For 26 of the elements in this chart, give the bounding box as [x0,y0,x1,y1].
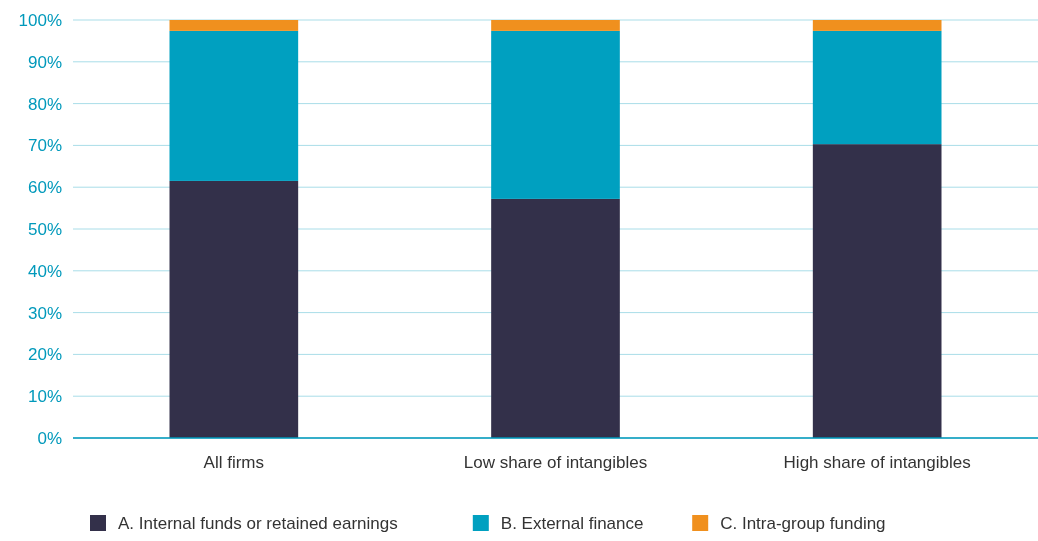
bar [812,30,942,145]
bar [812,20,942,31]
y-tick-label: 0% [37,428,62,448]
y-tick-label: 10% [27,387,62,407]
bar [169,180,299,438]
y-tick-label: 100% [18,10,62,30]
y-tick-label: 30% [27,303,62,323]
bar [491,20,620,31]
legend-label: B. External finance [500,514,644,533]
y-tick-label: 60% [27,178,62,198]
y-tick-label: 80% [27,94,62,114]
bar [491,30,620,199]
y-tick-label: 20% [27,345,62,365]
bar [169,30,299,181]
x-tick-label: Low share of intangibles [463,453,648,472]
bar [491,198,620,438]
legend-label: A. Internal funds or retained earnings [118,514,398,533]
bar [169,20,299,31]
y-tick-label: 40% [27,261,62,281]
bar [812,144,942,438]
y-tick-label: 70% [27,136,62,156]
y-tick-label: 50% [27,219,62,239]
x-tick-label: All firms [203,453,265,472]
x-tick-label: High share of intangibles [783,453,971,472]
y-tick-label: 90% [27,52,62,72]
legend-label: C. Intra-group funding [720,514,886,533]
